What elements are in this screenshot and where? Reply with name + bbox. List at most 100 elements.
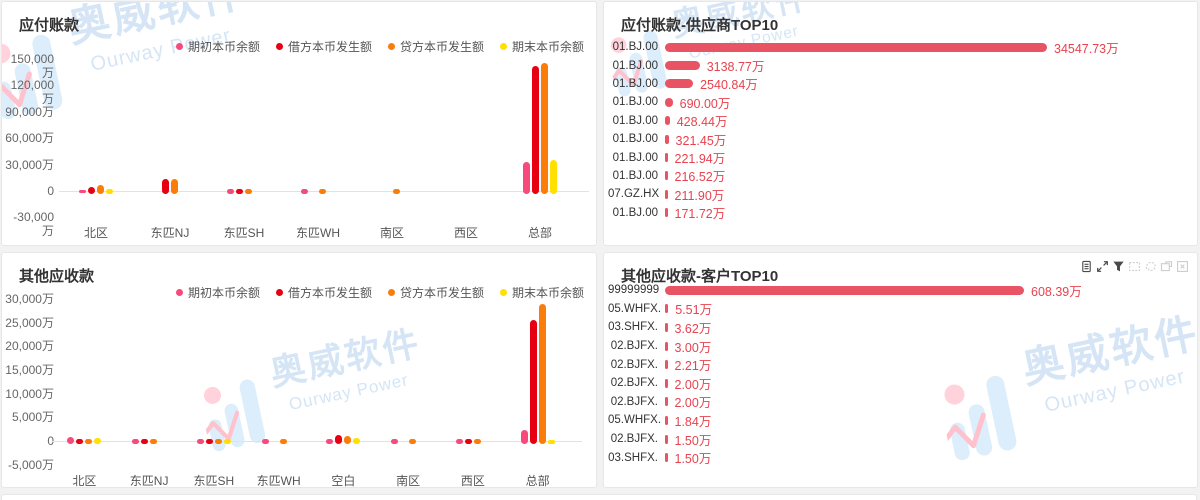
- panel-other-receivable: 奥威软件 Ourway Power 其他应收款 期初本币余额 借方本币发生额 贷方本…: [1, 252, 597, 488]
- bar[interactable]: [171, 178, 178, 194]
- bar[interactable]: [665, 378, 668, 388]
- brush-rect-icon[interactable]: [1128, 260, 1141, 273]
- data-view-icon[interactable]: [1080, 260, 1093, 273]
- bar[interactable]: [236, 189, 243, 194]
- row-value: 2540.84万: [700, 78, 758, 93]
- bar[interactable]: [665, 97, 673, 107]
- bar[interactable]: [196, 439, 204, 444]
- bar[interactable]: [665, 415, 668, 425]
- bar[interactable]: [94, 437, 102, 444]
- bar[interactable]: [326, 439, 334, 444]
- legend-item[interactable]: 期初本币余额: [175, 284, 260, 301]
- legend-item[interactable]: 贷方本币发生额: [387, 38, 484, 55]
- bar[interactable]: [665, 341, 668, 351]
- row-label: 02.BJFX.: [610, 433, 658, 446]
- bar[interactable]: [529, 320, 537, 444]
- bar[interactable]: [344, 436, 352, 444]
- row-label: 01.BJ.00: [612, 206, 658, 219]
- row-label: 01.BJ.00: [612, 169, 658, 182]
- legend-item[interactable]: 期末本币余额: [499, 284, 584, 301]
- bar[interactable]: [665, 208, 668, 218]
- bar[interactable]: [205, 439, 213, 444]
- bar[interactable]: [97, 185, 104, 194]
- bar[interactable]: [532, 66, 539, 194]
- bar[interactable]: [665, 61, 700, 71]
- x-axis-category-label: 南区: [396, 474, 421, 488]
- bar[interactable]: [665, 397, 668, 407]
- bar[interactable]: [319, 189, 326, 194]
- bar[interactable]: [391, 439, 399, 444]
- bar[interactable]: [665, 189, 668, 199]
- customer-top10-chart: 99999999 608.39万 05.WHFX. 5.51万 03.SHFX. 3.62…: [608, 281, 1193, 467]
- bar[interactable]: [67, 437, 75, 444]
- bar[interactable]: [409, 439, 417, 444]
- bar[interactable]: [541, 62, 548, 194]
- bar[interactable]: [665, 134, 669, 144]
- bar[interactable]: [76, 439, 84, 444]
- brush-lasso-icon[interactable]: [1144, 260, 1157, 273]
- bar[interactable]: [665, 79, 694, 89]
- bar[interactable]: [245, 189, 252, 194]
- y-axis-tick-label: 150,000万: [10, 52, 54, 80]
- bar[interactable]: [455, 439, 463, 444]
- bar[interactable]: [79, 190, 86, 193]
- bar[interactable]: [473, 438, 481, 444]
- bar[interactable]: [464, 438, 472, 444]
- bar[interactable]: [665, 285, 1024, 295]
- bar[interactable]: [150, 439, 158, 444]
- bar[interactable]: [665, 153, 668, 163]
- bar[interactable]: [665, 360, 668, 370]
- bar[interactable]: [106, 189, 113, 194]
- bar[interactable]: [223, 439, 231, 444]
- legend-item[interactable]: 期初本币余额: [175, 38, 260, 55]
- legend-dot-icon: [275, 289, 283, 296]
- payable-bar-chart: 期初本币余额 借方本币发生额 贷方本币发生额 期末本币余额 150,000万 120,00…: [2, 2, 596, 245]
- bar[interactable]: [547, 440, 555, 445]
- bar[interactable]: [214, 439, 222, 444]
- bar[interactable]: [665, 171, 668, 181]
- bar[interactable]: [227, 189, 234, 194]
- bar[interactable]: [523, 161, 530, 194]
- bar[interactable]: [353, 438, 361, 444]
- bar[interactable]: [665, 434, 668, 444]
- legend-item[interactable]: 借方本币发生额: [275, 284, 372, 301]
- x-axis-category-label: 东匹NJ: [150, 226, 190, 240]
- bar[interactable]: [301, 189, 308, 194]
- bar[interactable]: [665, 322, 668, 332]
- top10-row: 03.SHFX. 3.62万: [608, 318, 1193, 337]
- bar[interactable]: [665, 304, 669, 314]
- bar[interactable]: [162, 178, 169, 194]
- bar[interactable]: [261, 439, 269, 444]
- expand-icon[interactable]: [1096, 260, 1109, 273]
- legend-item[interactable]: 借方本币发生额: [275, 38, 372, 55]
- legend-item[interactable]: 贷方本币发生额: [387, 284, 484, 301]
- x-axis-category-label: 东匹SH: [223, 226, 265, 240]
- brush-clear-icon[interactable]: [1176, 260, 1189, 273]
- x-axis-category-label: 东匹NJ: [129, 474, 169, 488]
- legend-dot-icon: [499, 43, 507, 50]
- top10-row: 02.BJFX. 2.21万: [608, 355, 1193, 374]
- bar[interactable]: [520, 430, 528, 444]
- top10-row: 05.WHFX. 5.51万: [608, 300, 1193, 319]
- bar[interactable]: [550, 159, 557, 194]
- bar[interactable]: [393, 189, 400, 194]
- top10-row: 03.SHFX. 1.50万: [608, 448, 1193, 467]
- bar[interactable]: [141, 439, 149, 444]
- bar[interactable]: [85, 439, 93, 444]
- next-panel-edge: [1, 494, 1197, 500]
- bar[interactable]: [279, 439, 287, 444]
- row-value: 1.50万: [674, 433, 712, 448]
- bar[interactable]: [88, 187, 95, 194]
- x-axis-category-label: 西区: [453, 226, 478, 240]
- row-label: 01.BJ.00: [612, 41, 658, 54]
- bar[interactable]: [132, 439, 140, 444]
- bar[interactable]: [665, 453, 668, 463]
- bar[interactable]: [538, 304, 546, 444]
- brush-keep-icon[interactable]: [1160, 260, 1173, 273]
- legend-item[interactable]: 期末本币余额: [499, 38, 584, 55]
- filter-icon[interactable]: [1112, 260, 1125, 273]
- bar[interactable]: [665, 116, 670, 126]
- y-axis-tick-label: 10,000万: [5, 386, 54, 401]
- bar[interactable]: [665, 42, 1047, 52]
- bar[interactable]: [335, 435, 343, 444]
